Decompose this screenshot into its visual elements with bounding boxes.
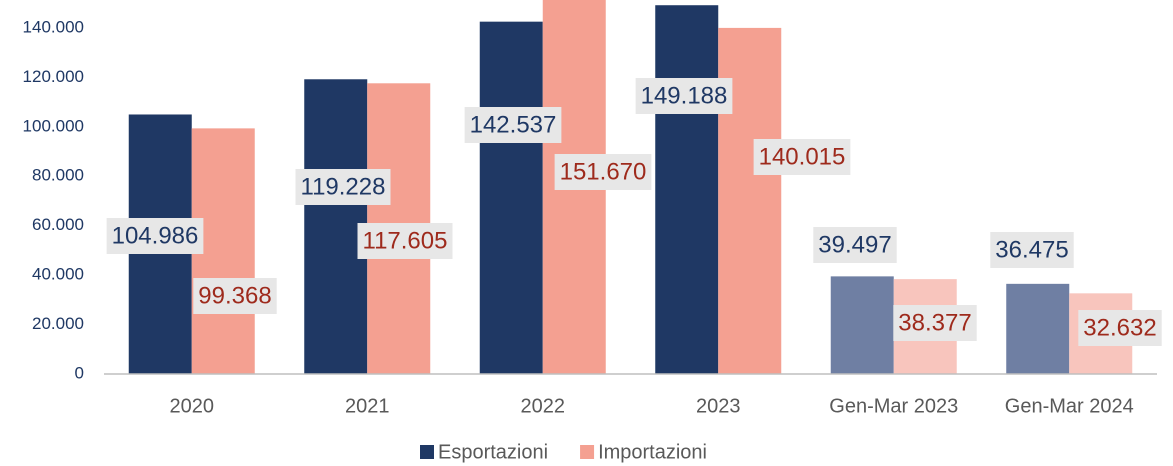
y-tick-label: 80.000 bbox=[32, 166, 84, 185]
x-tick-label: Gen-Mar 2023 bbox=[829, 395, 958, 417]
x-tick-label: 2020 bbox=[170, 395, 215, 417]
bar bbox=[304, 79, 368, 374]
value-label: 99.368 bbox=[198, 282, 271, 309]
value-label-bg bbox=[1078, 310, 1162, 346]
value-label: 36.475 bbox=[995, 236, 1068, 263]
value-label: 104.986 bbox=[112, 222, 199, 249]
y-tick-label: 140.000 bbox=[23, 17, 84, 36]
bar bbox=[479, 21, 543, 374]
value-label-bg bbox=[554, 154, 652, 190]
legend-label: Esportazioni bbox=[438, 441, 548, 463]
legend-swatch bbox=[580, 445, 595, 459]
y-tick-label: 60.000 bbox=[32, 215, 84, 234]
plot-area bbox=[128, 0, 1133, 374]
value-label: 32.632 bbox=[1083, 314, 1156, 341]
bar bbox=[830, 276, 894, 374]
value-label-bg bbox=[813, 227, 897, 263]
bar bbox=[1006, 283, 1070, 374]
x-tick-label: 2021 bbox=[345, 395, 390, 417]
legend-label: Importazioni bbox=[598, 441, 707, 463]
bar bbox=[655, 5, 719, 374]
y-tick-label: 100.000 bbox=[23, 116, 84, 135]
value-label: 149.188 bbox=[641, 82, 728, 109]
legend-swatch bbox=[420, 445, 434, 459]
value-label-bg bbox=[893, 305, 977, 341]
value-label-bg bbox=[106, 218, 204, 254]
y-tick-label: 40.000 bbox=[32, 265, 84, 284]
value-label-bg bbox=[990, 232, 1074, 268]
value-label: 140.015 bbox=[759, 143, 846, 170]
value-label: 151.670 bbox=[560, 158, 647, 185]
value-label-bg bbox=[753, 139, 851, 175]
value-label-bg bbox=[295, 169, 391, 205]
value-label: 38.377 bbox=[898, 309, 971, 336]
value-label-bg bbox=[464, 107, 562, 143]
value-label: 142.537 bbox=[470, 111, 557, 138]
value-label: 117.605 bbox=[363, 227, 448, 254]
value-label-bg bbox=[357, 223, 453, 259]
y-tick-label: 120.000 bbox=[23, 67, 84, 86]
y-tick-label: 0 bbox=[75, 363, 84, 382]
value-label: 39.497 bbox=[818, 231, 891, 258]
value-label: 119.228 bbox=[301, 173, 386, 200]
x-tick-label: 2022 bbox=[521, 395, 566, 417]
x-tick-label: 2023 bbox=[696, 395, 741, 417]
y-tick-label: 20.000 bbox=[32, 314, 84, 333]
value-label-bg bbox=[635, 78, 733, 114]
x-tick-label: Gen-Mar 2024 bbox=[1005, 395, 1134, 417]
value-label-bg bbox=[193, 278, 277, 314]
